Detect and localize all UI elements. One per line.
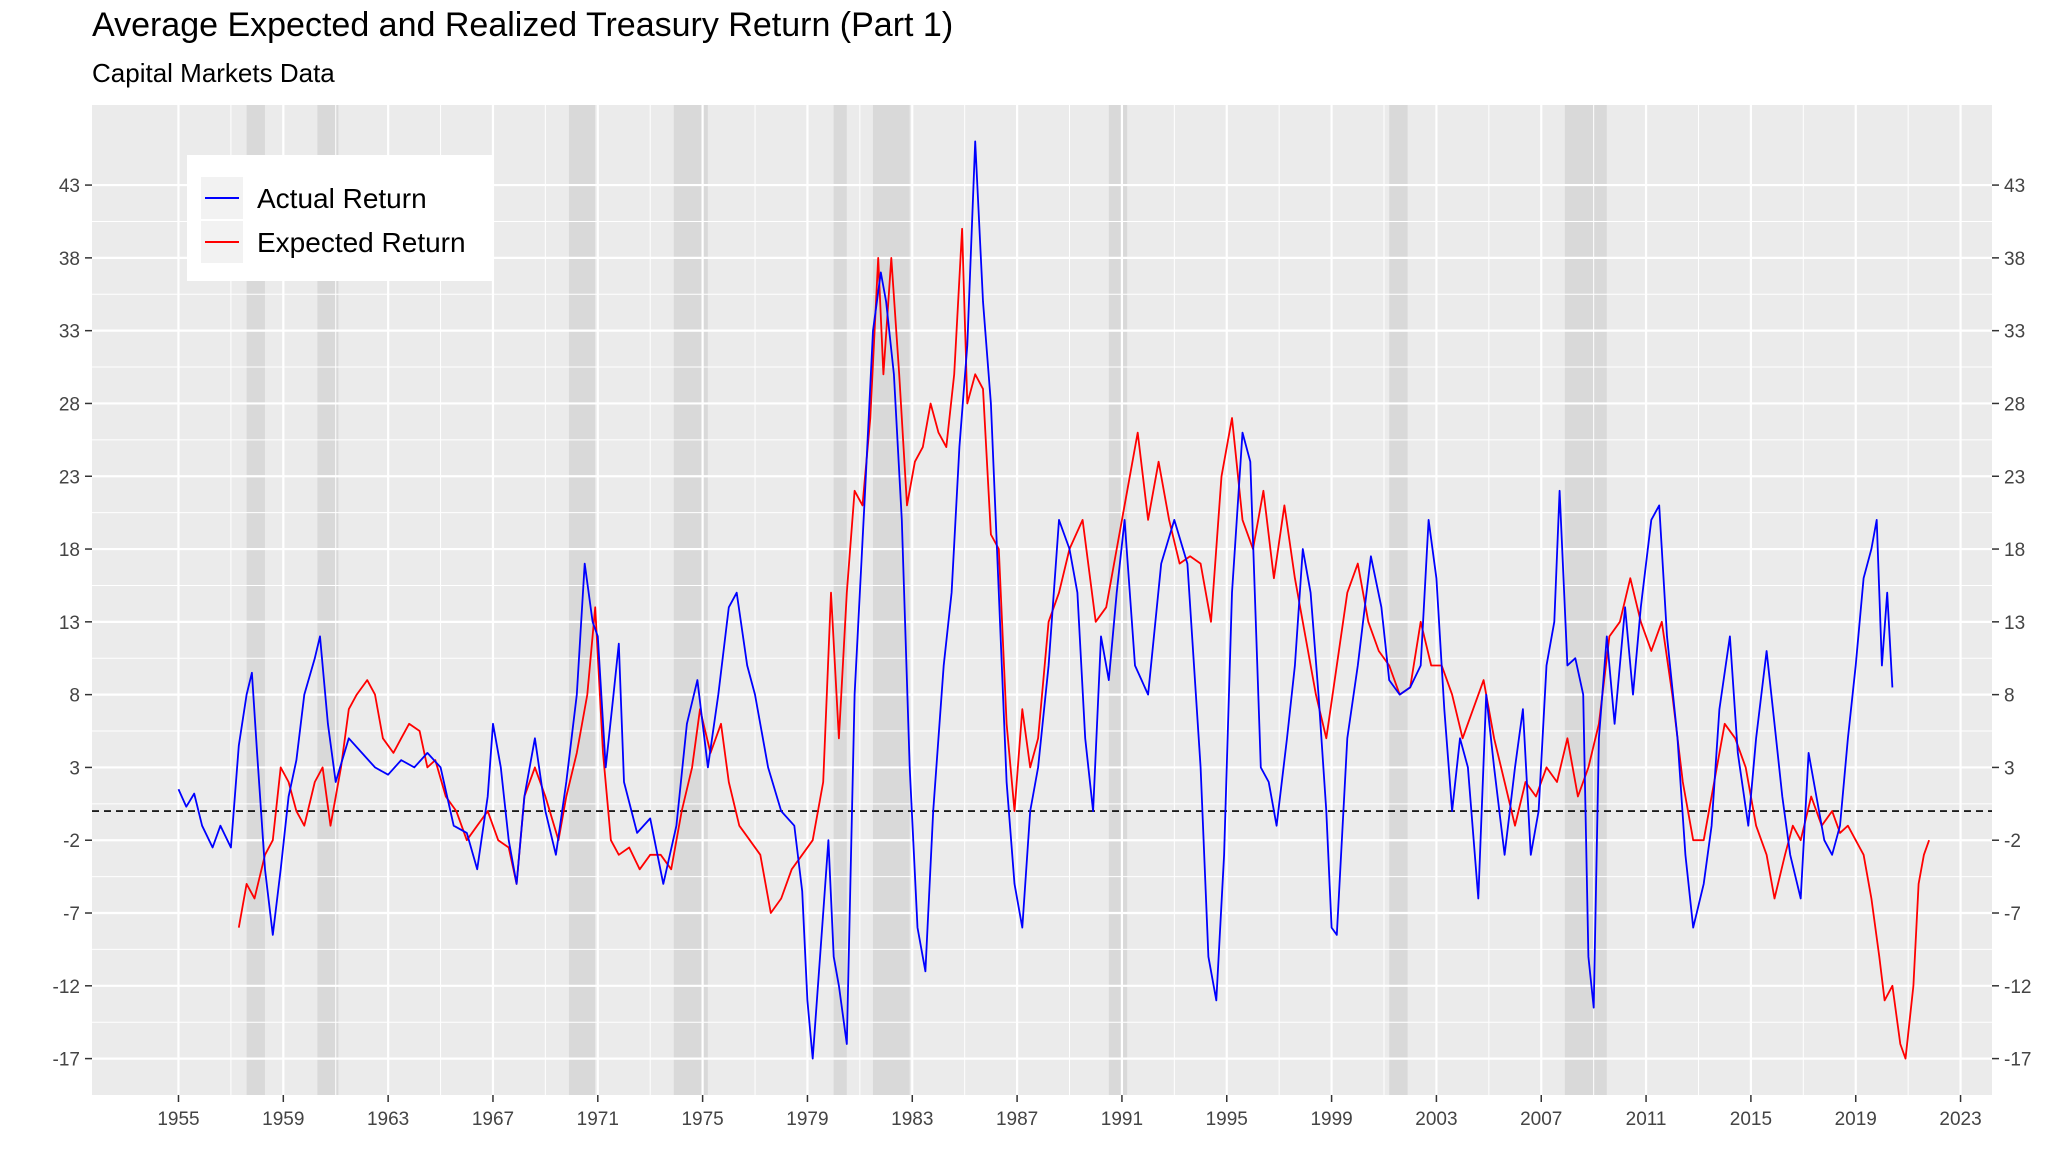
- y-tick-label-left: 3: [69, 758, 80, 779]
- y-tick-label-right: 18: [2004, 540, 2025, 561]
- legend: Actual Return Expected Return: [187, 155, 492, 281]
- x-tick-label: 1959: [262, 1109, 304, 1130]
- x-tick-label: 1999: [1310, 1109, 1352, 1130]
- y-tick-label-right: 13: [2004, 613, 2025, 634]
- x-tick-label: 2011: [1626, 1109, 1667, 1130]
- y-tick-label-left: 18: [59, 540, 80, 561]
- x-tick-label: 1991: [1101, 1109, 1143, 1130]
- y-tick-label-left: -7: [63, 904, 80, 925]
- y-tick-label-right: 38: [2004, 249, 2025, 270]
- y-tick-label-right: 28: [2004, 394, 2025, 415]
- recession-band: [1564, 105, 1607, 1095]
- y-tick-label-right: -17: [2004, 1050, 2031, 1071]
- legend-label-expected-return: Expected Return: [257, 227, 466, 258]
- y-tick-label-left: 13: [59, 613, 80, 634]
- x-tick-label: 1983: [891, 1109, 933, 1130]
- y-tick-label-right: 43: [2004, 176, 2025, 197]
- recession-band: [1389, 105, 1408, 1095]
- y-tick-label-right: -2: [2004, 831, 2021, 852]
- x-tick-label: 2023: [1939, 1109, 1981, 1130]
- y-tick-label-left: -17: [53, 1050, 80, 1071]
- y-tick-label-left: 38: [59, 249, 80, 270]
- y-tick-label-right: -7: [2004, 904, 2021, 925]
- y-tick-label-right: 33: [2004, 322, 2025, 343]
- y-tick-label-left: 28: [59, 394, 80, 415]
- x-tick-label: 1987: [996, 1109, 1038, 1130]
- x-tick-label: 2003: [1415, 1109, 1457, 1130]
- x-tick-label: 1979: [786, 1109, 828, 1130]
- y-tick-label-left: 8: [69, 686, 80, 707]
- chart-title: Average Expected and Realized Treasury R…: [92, 6, 954, 44]
- x-tick-label: 1975: [681, 1109, 723, 1130]
- chart-subtitle: Capital Markets Data: [92, 58, 335, 88]
- y-tick-label-left: -2: [63, 831, 80, 852]
- y-tick-label-right: 3: [2004, 758, 2015, 779]
- y-tick-label-left: 43: [59, 176, 80, 197]
- recession-band: [317, 105, 339, 1095]
- x-tick-label: 1971: [577, 1109, 619, 1130]
- x-tick-label: 1995: [1206, 1109, 1248, 1130]
- x-tick-label: 1967: [472, 1109, 514, 1130]
- recession-band: [1108, 105, 1128, 1095]
- y-tick-label-right: 23: [2004, 467, 2025, 488]
- legend-label-actual-return: Actual Return: [257, 183, 427, 214]
- y-tick-label-left: 33: [59, 322, 80, 343]
- recession-band: [246, 105, 265, 1095]
- y-tick-label-left: -12: [53, 977, 80, 998]
- x-tick-label: 2019: [1835, 1109, 1877, 1130]
- y-tick-label-right: -12: [2004, 977, 2031, 998]
- x-tick-label: 2015: [1730, 1109, 1772, 1130]
- y-tick-label-left: 23: [59, 467, 80, 488]
- recession-band: [833, 105, 847, 1095]
- series-layer: [177, 140, 1930, 1060]
- x-tick-label: 2007: [1520, 1109, 1562, 1130]
- series-line-actual-return: [177, 140, 1894, 1060]
- x-tick-label: 1955: [157, 1109, 199, 1130]
- y-tick-label-right: 8: [2004, 686, 2015, 707]
- x-tick-label: 1963: [367, 1109, 409, 1130]
